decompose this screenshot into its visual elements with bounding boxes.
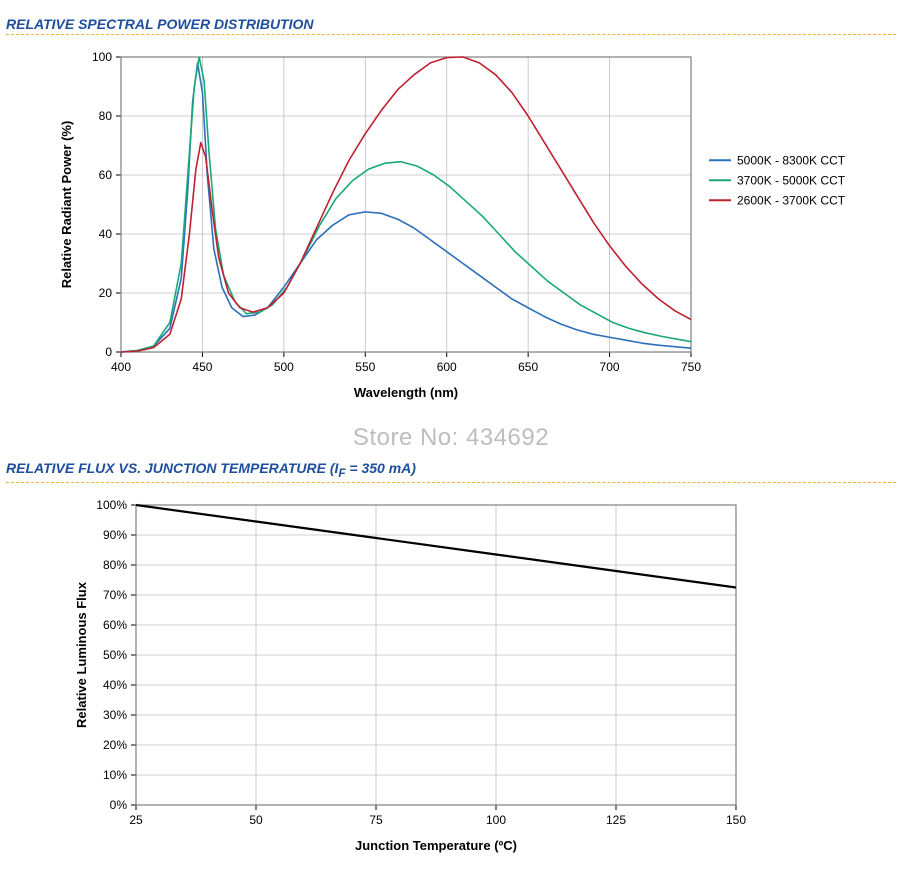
svg-text:100: 100 [92, 50, 112, 64]
svg-text:Relative Radiant Power (%): Relative Radiant Power (%) [59, 121, 74, 289]
svg-text:70%: 70% [103, 588, 127, 602]
title2-suffix: = 350 mA) [346, 460, 416, 476]
chart1-container: 400 450 500 550 600 650 700 750 0 20 40 60 80 100 Wave… [6, 45, 896, 420]
svg-text:750: 750 [681, 360, 701, 374]
svg-text:Wavelength (nm): Wavelength (nm) [354, 385, 458, 400]
svg-text:650: 650 [518, 360, 538, 374]
svg-text:5000K - 8300K CCT: 5000K - 8300K CCT [737, 153, 846, 167]
chart2-container: 25 50 75 100 125 150 0% 10% 20% 30% 40% 50% 60% 70% 80… [6, 493, 896, 878]
svg-text:125: 125 [606, 813, 626, 827]
svg-text:40: 40 [99, 227, 113, 241]
svg-text:400: 400 [111, 360, 131, 374]
title2-sub: F [338, 467, 345, 480]
svg-text:550: 550 [355, 360, 375, 374]
svg-text:60: 60 [99, 168, 113, 182]
svg-text:700: 700 [600, 360, 620, 374]
svg-text:450: 450 [192, 360, 212, 374]
svg-text:50%: 50% [103, 648, 127, 662]
svg-text:0%: 0% [110, 798, 128, 812]
svg-text:3700K - 5000K CCT: 3700K - 5000K CCT [737, 173, 846, 187]
svg-text:0: 0 [105, 345, 112, 359]
svg-text:30%: 30% [103, 708, 127, 722]
svg-text:20: 20 [99, 286, 113, 300]
svg-text:600: 600 [437, 360, 457, 374]
svg-text:80: 80 [99, 109, 113, 123]
spectral-chart: 400 450 500 550 600 650 700 750 0 20 40 60 80 100 Wave… [6, 45, 886, 415]
svg-text:75: 75 [369, 813, 383, 827]
watermark-text: Store No: 434692 [353, 424, 549, 452]
svg-text:10%: 10% [103, 768, 127, 782]
svg-text:20%: 20% [103, 738, 127, 752]
section-title-flux: RELATIVE FLUX VS. JUNCTION TEMPERATURE (… [6, 460, 896, 483]
section-title-spectral: RELATIVE SPECTRAL POWER DISTRIBUTION [6, 16, 896, 35]
title2-prefix: RELATIVE FLUX VS. JUNCTION TEMPERATURE (… [6, 460, 338, 476]
svg-text:25: 25 [129, 813, 143, 827]
svg-text:50: 50 [249, 813, 263, 827]
svg-text:100: 100 [486, 813, 506, 827]
svg-text:Junction Temperature (ºC): Junction Temperature (ºC) [355, 838, 517, 853]
svg-text:500: 500 [274, 360, 294, 374]
svg-text:100%: 100% [96, 498, 127, 512]
svg-text:Relative Luminous Flux: Relative Luminous Flux [74, 581, 89, 728]
svg-text:90%: 90% [103, 528, 127, 542]
svg-text:150: 150 [726, 813, 746, 827]
svg-text:60%: 60% [103, 618, 127, 632]
flux-chart: 25 50 75 100 125 150 0% 10% 20% 30% 40% 50% 60% 70% 80… [6, 493, 886, 873]
svg-text:80%: 80% [103, 558, 127, 572]
svg-text:2600K - 3700K CCT: 2600K - 3700K CCT [737, 193, 846, 207]
svg-text:40%: 40% [103, 678, 127, 692]
